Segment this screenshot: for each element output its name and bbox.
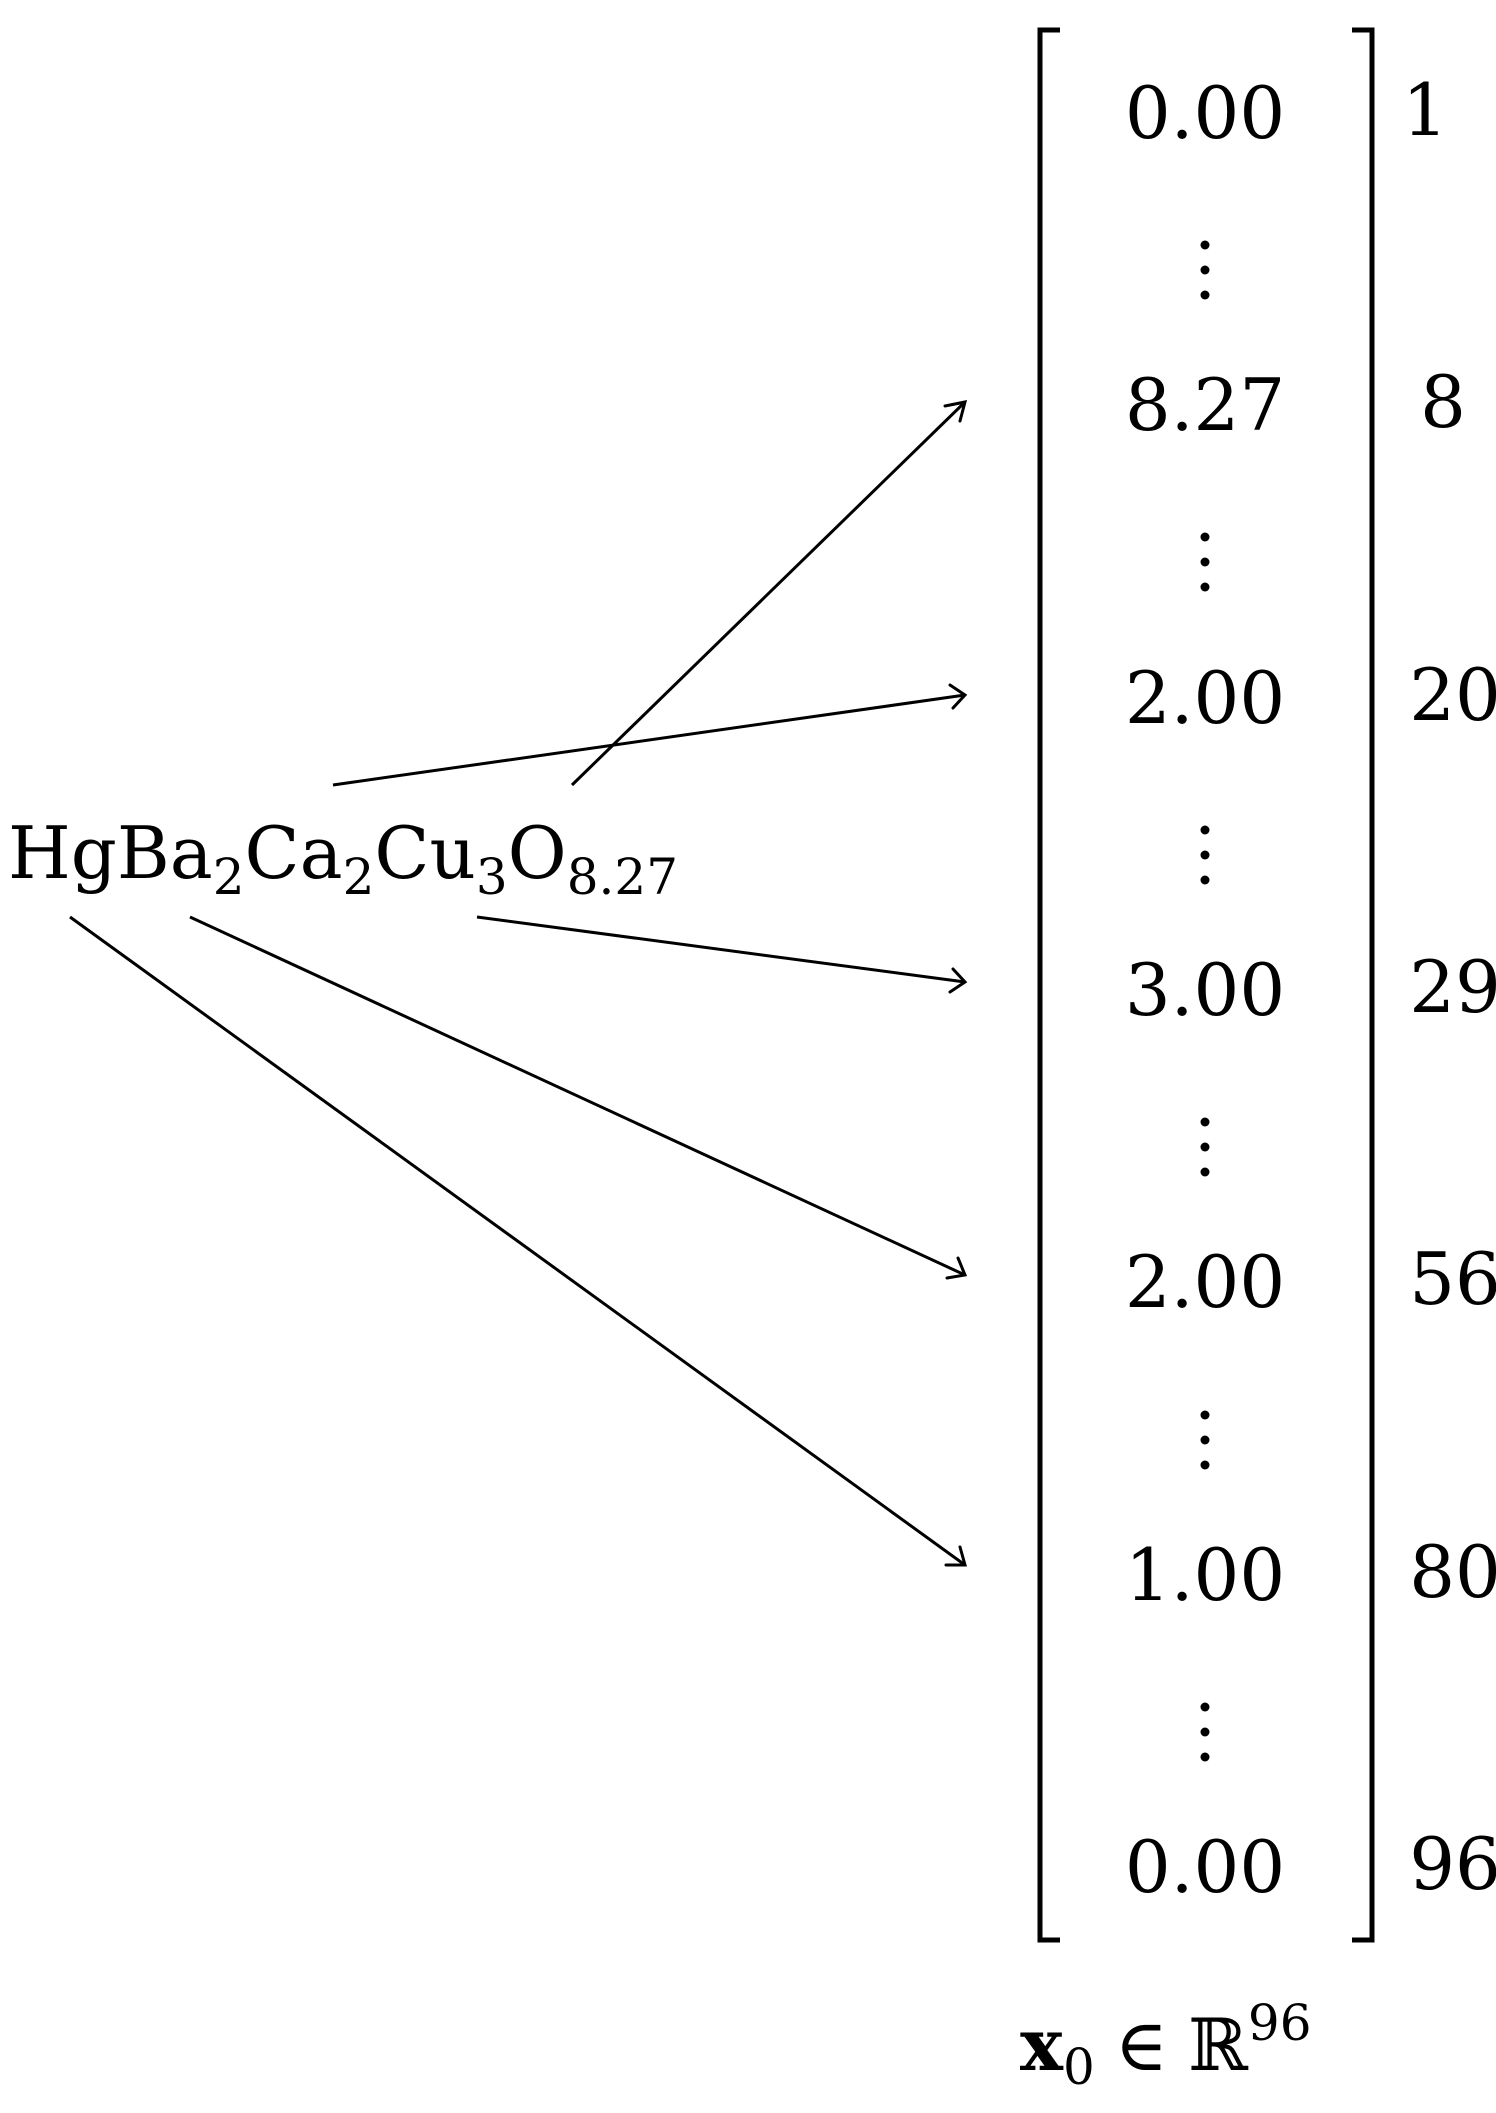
vdots-icon — [1200, 532, 1210, 592]
arrow-cu-to-29 — [476, 915, 968, 994]
vector-caption: x0 ∈ ℝ96 — [1020, 1994, 1312, 2096]
index-label: 56 — [1409, 1237, 1496, 1321]
arrow-hg-to-20 — [332, 683, 968, 787]
dimension-superscript: 96 — [1248, 1994, 1312, 2052]
vdots-icon — [1200, 240, 1210, 300]
element-hg: Hg — [8, 811, 117, 895]
vector-entry-value: 2.00 — [1125, 656, 1285, 740]
index-label: 1 — [1402, 68, 1448, 152]
right-bracket — [1352, 27, 1375, 1943]
subscript-o: 8.27 — [567, 848, 678, 906]
vector-entry-value: 0.00 — [1125, 1825, 1285, 1909]
chemical-formula: HgBa2Ca2Cu3O8.27 — [8, 811, 678, 906]
left-bracket — [1037, 27, 1060, 1943]
mapping-arrows — [69, 400, 968, 1567]
element-ba: Ba — [117, 811, 213, 895]
vdots-icon — [1200, 1117, 1210, 1177]
index-label: 80 — [1409, 1530, 1496, 1614]
vector-symbol-subscript: 0 — [1063, 2038, 1095, 2096]
arrow-o-to-8 — [570, 400, 968, 787]
vector-entry-value: 1.00 — [1125, 1533, 1285, 1617]
vector-entry-value: 3.00 — [1125, 948, 1285, 1032]
vector-symbol: x — [1020, 2002, 1064, 2087]
vdots-icon — [1200, 1410, 1210, 1470]
index-label: 8 — [1420, 360, 1466, 444]
index-labels: 1 8 20 29 56 80 96 — [1402, 68, 1496, 1906]
subscript-ca: 2 — [343, 848, 375, 906]
subscript-cu: 3 — [476, 848, 508, 906]
real-space-symbol: ℝ — [1188, 2003, 1249, 2087]
vector-entry-value: 2.00 — [1125, 1240, 1285, 1324]
index-label: 29 — [1409, 945, 1496, 1029]
vector-values: 0.00 8.27 2.00 3.00 2.00 1.00 0.00 — [1125, 71, 1285, 1909]
index-label: 96 — [1409, 1822, 1496, 1906]
vector-entry-value: 8.27 — [1125, 363, 1285, 447]
element-o: O — [508, 811, 567, 895]
element-cu: Cu — [374, 811, 475, 895]
element-ca: Ca — [245, 811, 343, 895]
vdots-icon — [1200, 825, 1210, 885]
index-label: 20 — [1409, 653, 1496, 737]
subscript-ba: 2 — [213, 848, 245, 906]
vertical-ellipses — [1200, 240, 1210, 1762]
arrow-ca-to-56 — [189, 915, 968, 1280]
vector-entry-value: 0.00 — [1125, 71, 1285, 155]
vdots-icon — [1200, 1702, 1210, 1762]
element-of-symbol: ∈ — [1115, 2003, 1168, 2087]
arrow-ba-to-80 — [69, 915, 967, 1567]
